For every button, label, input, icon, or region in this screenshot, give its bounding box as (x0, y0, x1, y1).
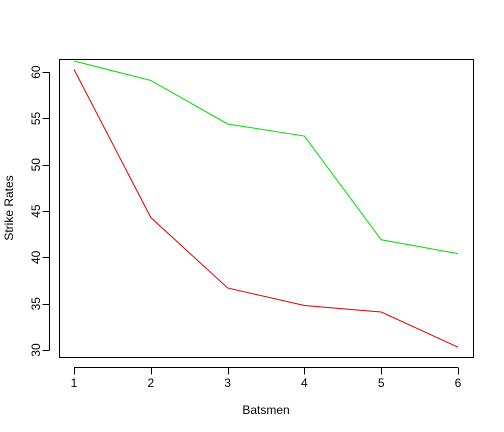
x-tick-label: 4 (301, 376, 308, 390)
y-tick-label: 40 (29, 250, 43, 264)
series-layer (73, 60, 459, 348)
x-axis-title: Batsmen (242, 403, 289, 417)
x-tick-label: 3 (224, 376, 231, 390)
y-tick-label: 45 (29, 204, 43, 218)
plot-box (59, 59, 474, 358)
x-tick-label: 1 (71, 376, 78, 390)
x-tick-label: 2 (147, 376, 154, 390)
y-axis: 30 35 40 45 50 55 60 (29, 65, 50, 357)
y-tick-label: 30 (29, 343, 43, 357)
x-tick-label: 5 (378, 376, 385, 390)
y-tick-label: 35 (29, 297, 43, 311)
x-axis: 1 2 3 4 5 6 (71, 367, 462, 390)
x-tick-label: 6 (455, 376, 462, 390)
y-tick-label: 55 (29, 111, 43, 125)
series-line-1 (73, 60, 459, 255)
series-line-2 (73, 69, 459, 348)
y-tick-label: 60 (29, 65, 43, 79)
y-tick-label: 50 (29, 158, 43, 172)
y-axis-title: Strike Rates (2, 175, 16, 240)
